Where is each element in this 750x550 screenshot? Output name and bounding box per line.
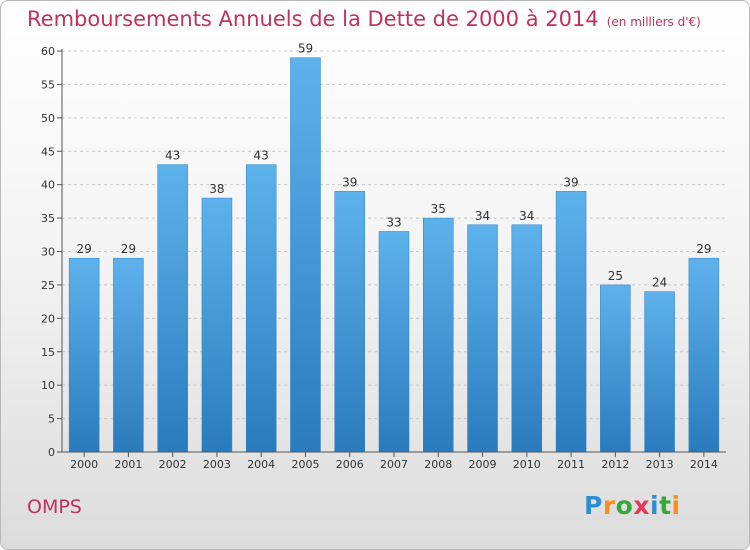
- proxiti-logo[interactable]: Proxiti: [584, 491, 681, 520]
- x-tick-label-2003: 2003: [203, 458, 231, 471]
- chart-title-block: Remboursements Annuels de la Dette de 20…: [27, 7, 701, 31]
- bar-2007: [378, 231, 410, 453]
- data-label-2002: 43: [165, 149, 180, 163]
- y-tick-label: 15: [41, 346, 55, 359]
- x-tick-label-2010: 2010: [513, 458, 541, 471]
- x-tick-label-2008: 2008: [424, 458, 452, 471]
- bar-2004: [245, 164, 277, 453]
- x-tick-label-2005: 2005: [291, 458, 319, 471]
- data-label-2010: 34: [519, 209, 534, 223]
- bar-2005: [290, 57, 321, 453]
- axes: 0 5 10 15 20 25 30 35 40 45 50 55 60 2000 2001 2002 2003…: [41, 45, 726, 471]
- bars: [68, 57, 720, 453]
- chart-title: Remboursements Annuels de la Dette de 20…: [27, 7, 599, 31]
- data-label-2011: 39: [563, 175, 578, 189]
- logo-letter: i: [671, 491, 681, 520]
- x-tick-label-2013: 2013: [646, 458, 674, 471]
- bar-2000: [68, 257, 100, 453]
- data-label-2000: 29: [76, 242, 91, 256]
- y-tick-label: 20: [41, 312, 55, 325]
- data-label-2006: 39: [342, 175, 357, 189]
- data-label-2003: 38: [209, 182, 224, 196]
- bar-2009: [467, 224, 498, 453]
- logo-letter: P: [584, 491, 603, 520]
- bar-2010: [511, 224, 543, 453]
- y-tick-label: 40: [41, 179, 55, 192]
- bar-2006: [334, 191, 365, 453]
- data-label-2001: 29: [121, 242, 136, 256]
- bar-2001: [113, 257, 144, 453]
- logo-letter: t: [659, 491, 672, 520]
- x-tick-label-2004: 2004: [247, 458, 275, 471]
- bar-2003: [201, 197, 233, 453]
- y-tick-label: 30: [41, 246, 55, 259]
- data-label-2004: 43: [254, 149, 269, 163]
- bar-2002: [157, 164, 188, 453]
- data-labels: 29 29 43 38 43 59 39 33 35 34 34 39 25 24 29: [76, 42, 711, 290]
- y-tick-label: 25: [41, 279, 55, 292]
- commune-name: OMPS: [27, 496, 82, 518]
- y-tick-label: 35: [41, 212, 55, 225]
- x-tick-label-2006: 2006: [336, 458, 364, 471]
- logo-letter: i: [650, 491, 660, 520]
- y-tick-label: 50: [41, 112, 55, 125]
- bar-2008: [423, 217, 454, 453]
- x-tick-label-2000: 2000: [70, 458, 98, 471]
- bar-2011: [555, 191, 587, 453]
- logo-letter: x: [633, 491, 650, 520]
- bar-2014: [688, 257, 720, 453]
- data-label-2013: 24: [652, 276, 667, 290]
- logo-letter: o: [615, 491, 634, 520]
- data-label-2005: 59: [298, 42, 313, 56]
- logo-letter: r: [602, 491, 616, 520]
- data-label-2008: 35: [431, 202, 446, 216]
- x-tick-label-2007: 2007: [380, 458, 408, 471]
- x-tick-label-2014: 2014: [690, 458, 718, 471]
- y-tick-label: 5: [48, 413, 55, 426]
- y-tick-label: 10: [41, 379, 55, 392]
- data-label-2014: 29: [696, 242, 711, 256]
- data-label-2009: 34: [475, 209, 490, 223]
- bar-2013: [644, 291, 675, 453]
- bar-2012: [600, 284, 631, 453]
- data-label-2007: 33: [386, 215, 401, 229]
- x-tick-label-2001: 2001: [114, 458, 142, 471]
- y-tick-label: 0: [48, 446, 55, 459]
- x-tick-label-2012: 2012: [601, 458, 629, 471]
- y-tick-label: 45: [41, 145, 55, 158]
- y-tick-label: 55: [41, 78, 55, 91]
- data-label-2012: 25: [608, 269, 623, 283]
- x-tick-label-2009: 2009: [469, 458, 497, 471]
- y-tick-label: 60: [41, 45, 55, 58]
- chart-unit: (en milliers d'€): [606, 15, 701, 29]
- x-tick-label-2002: 2002: [159, 458, 187, 471]
- x-tick-label-2011: 2011: [557, 458, 585, 471]
